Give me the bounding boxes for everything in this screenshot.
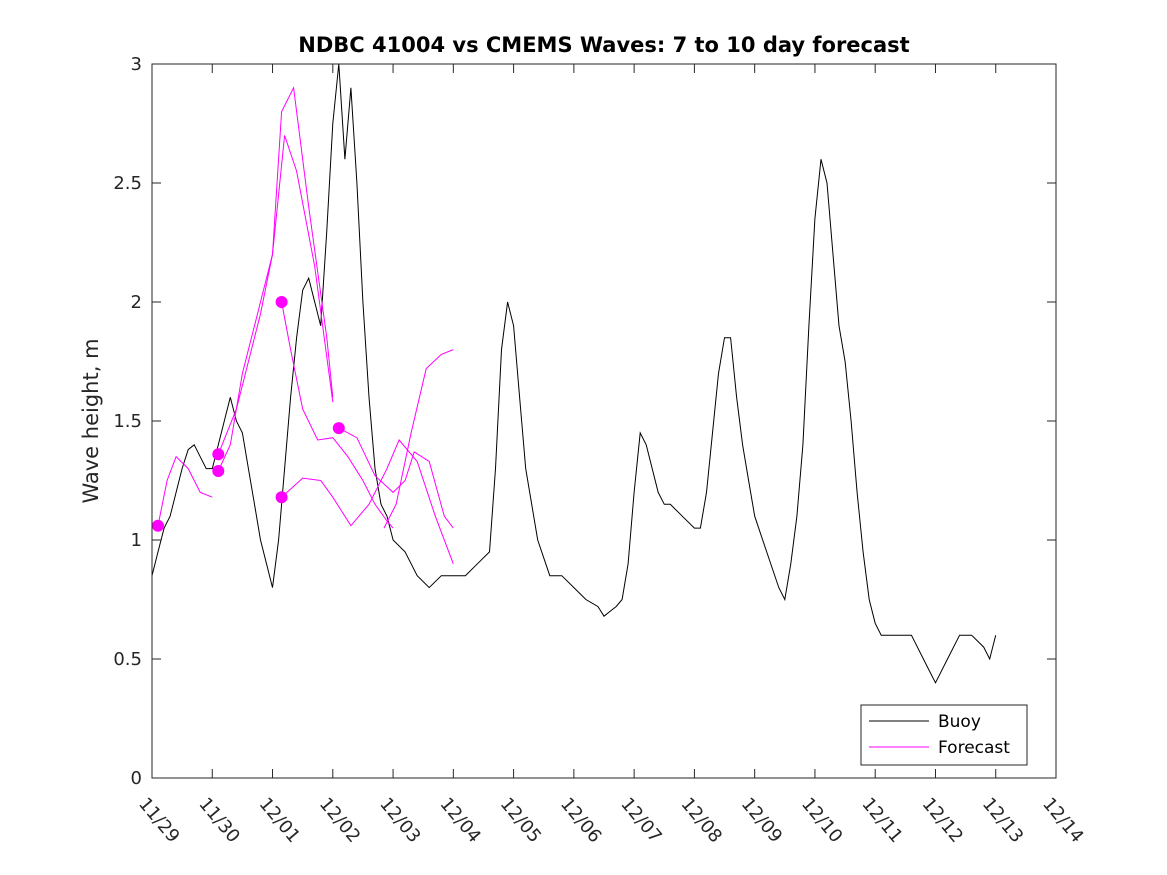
legend-label-forecast: Forecast <box>938 738 1010 758</box>
y-tick-label: 3 <box>131 54 142 75</box>
y-axis-label: Wave height, m <box>79 338 103 503</box>
y-tick-label: 1 <box>131 530 142 551</box>
forecast-line-6 <box>338 427 454 529</box>
legend-label-buoy: Buoy <box>938 712 981 732</box>
forecast-start-marker-3 <box>212 448 225 461</box>
forecast-start-marker-5 <box>275 491 288 504</box>
forecast-line-7 <box>383 349 454 529</box>
legend-box <box>860 704 1028 766</box>
forecast-line-5 <box>281 439 454 564</box>
forecast-start-marker-6 <box>332 422 345 435</box>
forecast-line-4 <box>281 301 394 529</box>
y-tick-label: 2.5 <box>113 173 142 194</box>
y-tick-label: 2 <box>131 292 142 313</box>
marker-layer <box>152 296 345 532</box>
legend: Buoy Forecast <box>860 704 1028 766</box>
y-tick-label: 1.5 <box>113 411 142 432</box>
forecast-start-marker-1 <box>152 519 164 532</box>
forecast-start-marker-2 <box>212 465 225 477</box>
plot-area <box>152 64 1056 778</box>
y-tick-label: 0.5 <box>113 649 142 670</box>
y-tick-label: 0 <box>131 768 142 789</box>
forecast-start-marker-4 <box>275 296 288 308</box>
forecast-line-1 <box>157 455 213 526</box>
series-layer <box>151 63 997 684</box>
forecast-line-3 <box>217 86 334 455</box>
plot-frame <box>151 63 1057 779</box>
buoy-line <box>151 63 997 684</box>
chart-title: NDBC 41004 vs CMEMS Waves: 7 to 10 day f… <box>298 33 909 57</box>
